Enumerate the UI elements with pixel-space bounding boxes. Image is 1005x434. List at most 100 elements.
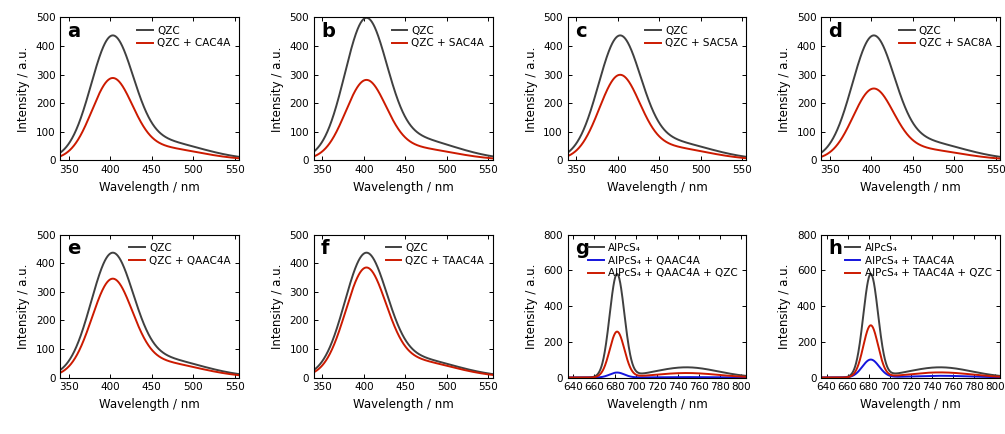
QZC + SAC4A: [307, 155, 319, 160]
QZC + SAC8A: [953, 151, 965, 156]
Line: AlPcS₄ + QAAC4A + QZC: AlPcS₄ + QAAC4A + QZC: [566, 332, 749, 378]
Legend: QZC, QZC + CAC4A: QZC, QZC + CAC4A: [135, 23, 234, 51]
QZC: [698, 145, 711, 150]
Legend: QZC, QZC + QAAC4A: QZC, QZC + QAAC4A: [126, 240, 234, 269]
QZC + SAC8A: [814, 155, 826, 160]
AlPcS₄ + QAAC4A: [571, 375, 583, 380]
Y-axis label: Intensity / a.u.: Intensity / a.u.: [778, 46, 791, 132]
QZC: [413, 352, 425, 357]
QZC: [169, 139, 181, 144]
QZC: [953, 145, 965, 150]
Line: QZC + SAC5A: QZC + SAC5A: [566, 75, 749, 158]
AlPcS₄ + TAAC4A + QZC: [930, 370, 942, 375]
Text: f: f: [322, 239, 330, 258]
QZC + TAAC4A: [318, 361, 330, 366]
AlPcS₄ + QAAC4A + QZC: [718, 373, 730, 378]
AlPcS₄ + QAAC4A: [676, 375, 688, 380]
AlPcS₄ + QAAC4A: [611, 370, 623, 375]
QZC + TAAC4A: [361, 265, 373, 270]
QZC: [235, 155, 247, 160]
AlPcS₄ + QAAC4A + QZC: [743, 374, 755, 379]
AlPcS₄ + QAAC4A + QZC: [666, 371, 678, 376]
Legend: QZC, QZC + TAAC4A: QZC, QZC + TAAC4A: [383, 240, 487, 269]
Legend: AlPcS₄, AlPcS₄ + TAAC4A, AlPcS₄ + TAAC4A + QZC: AlPcS₄, AlPcS₄ + TAAC4A, AlPcS₄ + TAAC4A…: [842, 240, 995, 281]
QZC + TAAC4A: [464, 368, 476, 374]
Text: h: h: [828, 239, 842, 258]
AlPcS₄ + TAAC4A + QZC: [824, 375, 836, 380]
Line: QZC: QZC: [566, 36, 749, 157]
QZC: [423, 356, 435, 361]
Text: c: c: [575, 22, 587, 41]
QZC + CAC4A: [235, 156, 247, 161]
AlPcS₄ + TAAC4A + QZC: [920, 370, 932, 375]
QZC + QAAC4A: [192, 365, 204, 371]
Line: AlPcS₄: AlPcS₄: [819, 274, 1002, 378]
QZC + CAC4A: [169, 145, 181, 151]
AlPcS₄: [864, 271, 876, 276]
Line: AlPcS₄ + TAAC4A: AlPcS₄ + TAAC4A: [819, 359, 1002, 378]
QZC: [464, 149, 476, 154]
AlPcS₄: [971, 370, 983, 375]
QZC + SAC8A: [925, 146, 937, 151]
AlPcS₄: [743, 374, 755, 379]
QZC: [571, 139, 583, 145]
QZC + SAC5A: [718, 153, 730, 158]
QZC: [718, 150, 730, 155]
Text: d: d: [828, 22, 842, 41]
QZC + QAAC4A: [235, 373, 247, 378]
Y-axis label: Intensity / a.u.: Intensity / a.u.: [525, 263, 538, 349]
QZC: [925, 137, 937, 142]
AlPcS₄: [718, 370, 730, 375]
AlPcS₄: [813, 375, 825, 380]
QZC + SAC8A: [996, 156, 1005, 161]
Line: QZC + CAC4A: QZC + CAC4A: [58, 78, 241, 158]
QZC + SAC4A: [423, 146, 435, 151]
QZC + CAC4A: [159, 143, 171, 148]
AlPcS₄ + TAAC4A: [864, 357, 876, 362]
AlPcS₄ + QAAC4A + QZC: [611, 329, 623, 334]
AlPcS₄ + QAAC4A: [670, 375, 682, 380]
QZC + QAAC4A: [64, 363, 76, 368]
QZC + SAC8A: [868, 86, 880, 91]
AlPcS₄ + TAAC4A + QZC: [952, 371, 964, 376]
Line: QZC + QAAC4A: QZC + QAAC4A: [58, 279, 241, 375]
AlPcS₄ + TAAC4A: [824, 375, 836, 380]
Legend: AlPcS₄, AlPcS₄ + QAAC4A, AlPcS₄ + QAAC4A + QZC: AlPcS₄, AlPcS₄ + QAAC4A, AlPcS₄ + QAAC4A…: [585, 240, 741, 281]
X-axis label: Wavelength / nm: Wavelength / nm: [607, 181, 708, 194]
AlPcS₄ + TAAC4A + QZC: [971, 372, 983, 378]
X-axis label: Wavelength / nm: Wavelength / nm: [99, 181, 200, 194]
QZC: [192, 145, 204, 150]
Y-axis label: Intensity / a.u.: Intensity / a.u.: [17, 263, 30, 349]
QZC: [64, 357, 76, 362]
Line: QZC: QZC: [313, 18, 495, 157]
Y-axis label: Intensity / a.u.: Intensity / a.u.: [271, 263, 284, 349]
AlPcS₄: [560, 375, 572, 380]
AlPcS₄ + QAAC4A + QZC: [670, 371, 682, 376]
QZC: [489, 372, 501, 377]
QZC + SAC4A: [445, 150, 457, 155]
QZC + QAAC4A: [164, 359, 176, 364]
QZC: [361, 250, 373, 255]
X-axis label: Wavelength / nm: Wavelength / nm: [860, 398, 961, 411]
QZC + SAC4A: [318, 148, 330, 153]
AlPcS₄: [824, 375, 836, 380]
QZC: [192, 362, 204, 368]
Line: QZC + SAC4A: QZC + SAC4A: [313, 80, 495, 158]
AlPcS₄ + QAAC4A: [743, 375, 755, 380]
QZC: [971, 150, 983, 155]
X-axis label: Wavelength / nm: Wavelength / nm: [353, 398, 453, 411]
X-axis label: Wavelength / nm: Wavelength / nm: [607, 398, 708, 411]
QZC + SAC8A: [825, 149, 837, 154]
QZC: [318, 357, 330, 362]
QZC: [52, 151, 64, 156]
AlPcS₄ + TAAC4A: [952, 374, 964, 379]
Text: e: e: [67, 239, 80, 258]
QZC: [996, 155, 1005, 160]
Line: AlPcS₄: AlPcS₄: [566, 274, 749, 378]
QZC + TAAC4A: [489, 373, 501, 378]
AlPcS₄: [676, 365, 688, 370]
QZC + SAC8A: [971, 154, 983, 159]
QZC + CAC4A: [210, 153, 222, 158]
QZC: [307, 368, 319, 374]
AlPcS₄ + TAAC4A: [920, 373, 932, 378]
